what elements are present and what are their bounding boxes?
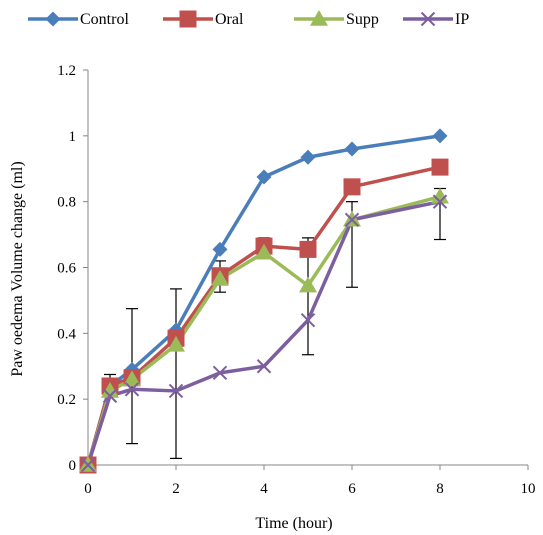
- data-point-oral: [299, 240, 317, 258]
- series-markers-ip: [80, 194, 448, 473]
- y-tick-label: 0.8: [57, 195, 76, 211]
- y-tick-label: 1: [69, 129, 77, 145]
- series-markers-control: [80, 128, 448, 473]
- legend: Control Oral Supp IP: [28, 10, 469, 28]
- error-bars: [104, 187, 446, 460]
- legend-label-ip: IP: [455, 11, 469, 28]
- data-point-control: [256, 169, 272, 185]
- series-line-supp: [86, 195, 441, 466]
- x-tick-label: 8: [436, 481, 444, 497]
- data-point-ip: [102, 388, 118, 404]
- series-line-control: [86, 134, 441, 466]
- y-axis-title: Paw oedema Volume change (ml): [9, 161, 26, 376]
- x-marker-stroke: [168, 383, 184, 399]
- x-axis-title: Time (hour): [255, 515, 332, 532]
- x-marker-stroke: [102, 388, 118, 404]
- x-tick-label: 6: [348, 481, 356, 497]
- legend-item-ip: IP: [403, 11, 469, 28]
- data-point-supp: [123, 370, 141, 387]
- data-point-ip: [344, 212, 360, 227]
- x-marker-stroke: [212, 365, 228, 381]
- x-tick-label: 2: [172, 481, 180, 497]
- data-point-supp: [211, 270, 229, 286]
- data-point-ip: [80, 457, 96, 473]
- data-point-ip: [432, 194, 448, 209]
- x-marker-stroke: [420, 11, 436, 27]
- x-marker-stroke: [344, 212, 360, 227]
- axes: 0 0.2 0.4 0.6 0.8 1 1.2 0 2 4 6 8 10: [57, 63, 535, 497]
- x-marker-stroke: [300, 312, 316, 328]
- x-marker-stroke: [256, 359, 272, 374]
- data-point-ip: [212, 365, 228, 381]
- series-markers-oral: [79, 158, 449, 474]
- legend-label-control: Control: [80, 11, 129, 28]
- legend-marker-oral: [179, 10, 197, 28]
- series-markers-supp: [79, 187, 449, 472]
- x-marker-stroke: [124, 382, 140, 397]
- data-point-control: [212, 241, 228, 257]
- legend-marker-ip: [420, 11, 436, 27]
- data-point-supp: [299, 276, 317, 293]
- legend-label-supp: Supp: [346, 11, 379, 28]
- data-point-supp: [255, 243, 273, 260]
- legend-marker-control: [45, 11, 61, 27]
- x-tick-label: 10: [521, 481, 536, 497]
- legend-marker-supp: [310, 10, 328, 26]
- legend-label-oral: Oral: [215, 11, 244, 28]
- data-point-oral: [431, 158, 449, 176]
- y-tick-label: 0.6: [57, 261, 76, 277]
- data-point-oral: [343, 178, 361, 196]
- x-tick-label: 4: [260, 481, 268, 497]
- data-point-ip: [256, 359, 272, 374]
- plot-area: 0 0.2 0.4 0.6 0.8 1 1.2 0 2 4 6 8 10: [57, 63, 535, 497]
- series-markers: [79, 128, 449, 474]
- legend-item-oral: Oral: [163, 10, 244, 28]
- y-tick-label: 0: [69, 458, 77, 474]
- y-tick-label: 0.2: [57, 392, 76, 408]
- data-point-ip: [300, 312, 316, 328]
- data-point-supp: [101, 381, 119, 398]
- data-point-ip: [124, 382, 140, 397]
- x-marker-stroke: [80, 457, 96, 473]
- legend-item-supp: Supp: [294, 10, 379, 28]
- data-point-control: [300, 149, 316, 165]
- series-lines: [86, 134, 441, 466]
- x-tick-label: 0: [84, 481, 92, 497]
- data-point-control: [432, 128, 448, 144]
- data-point-control: [344, 141, 360, 157]
- legend-item-control: Control: [28, 11, 129, 28]
- data-point-supp: [167, 335, 185, 352]
- x-marker-stroke: [432, 194, 448, 209]
- data-point-supp: [431, 187, 449, 204]
- y-tick-label: 1.2: [57, 63, 76, 79]
- data-point-ip: [168, 383, 184, 399]
- y-tick-label: 0.4: [57, 326, 76, 342]
